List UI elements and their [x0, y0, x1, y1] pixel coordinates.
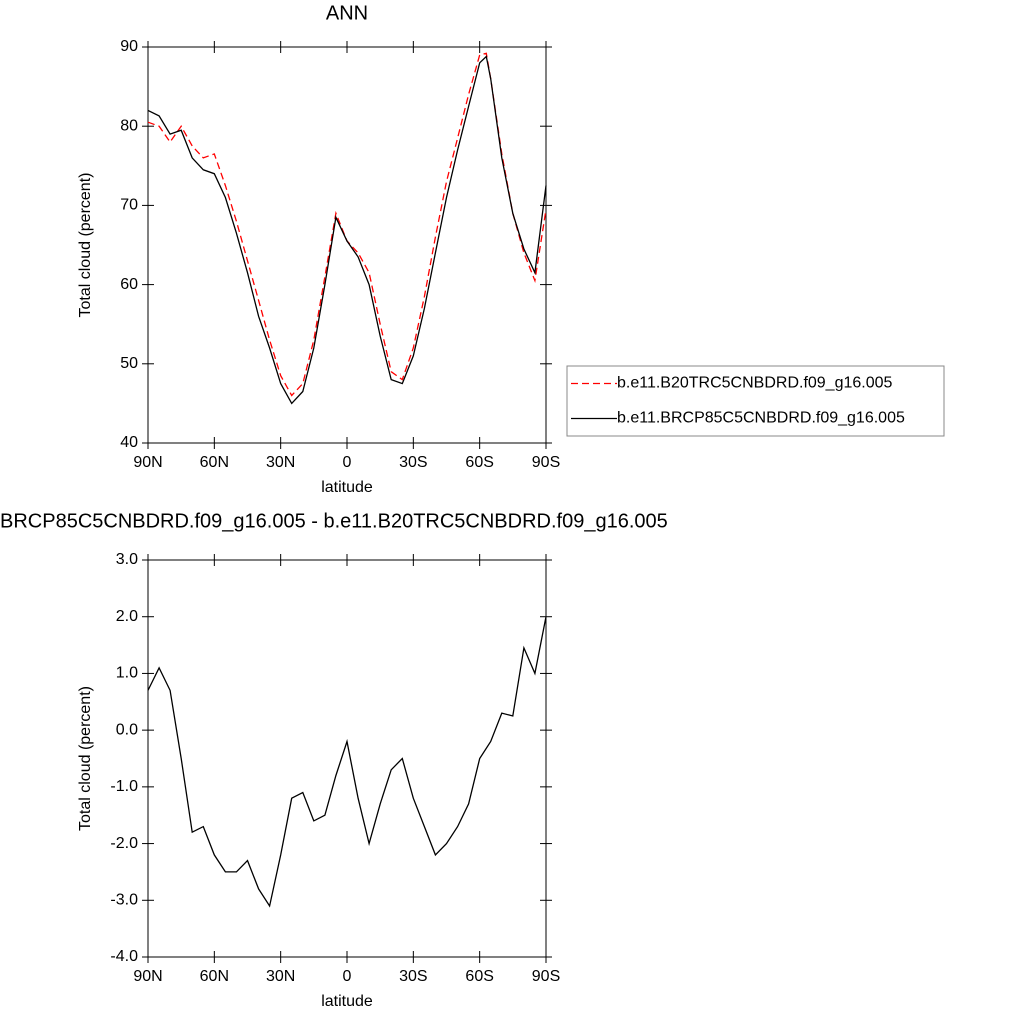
plot-frame — [147, 559, 547, 958]
y-tick-label: 80 — [120, 117, 138, 134]
x-tick-label: 0 — [343, 968, 352, 985]
x-tick-label: 0 — [343, 454, 352, 471]
x-axis-label: latitude — [321, 479, 373, 496]
legend-box — [566, 365, 945, 437]
y-tick-label: -2.0 — [110, 835, 138, 852]
x-tick-label: 90N — [133, 454, 162, 471]
x-axis-label: latitude — [321, 993, 373, 1010]
x-tick-label: 90S — [532, 454, 560, 471]
x-tick-label: 30S — [399, 454, 427, 471]
chart-title: BRCP85C5CNBDRD.f09_g16.005 - b.e11.B20TR… — [0, 510, 668, 532]
y-tick-label: 1.0 — [116, 665, 138, 682]
series-line — [147, 55, 547, 405]
x-tick-label: 60N — [200, 454, 229, 471]
chart-title: ANN — [326, 2, 368, 24]
y-tick-label: 90 — [120, 38, 138, 55]
y-tick-label: 3.0 — [116, 551, 138, 568]
y-tick-label: 2.0 — [116, 608, 138, 625]
y-tick-label: 40 — [120, 434, 138, 451]
x-tick-label: 30N — [266, 454, 295, 471]
y-tick-label: -1.0 — [110, 778, 138, 795]
series-line — [147, 52, 547, 397]
y-tick-label: -4.0 — [110, 948, 138, 965]
y-tick-label: 70 — [120, 197, 138, 214]
x-tick-label: 90S — [532, 968, 560, 985]
x-tick-label: 30N — [266, 968, 295, 985]
legend-label: b.e11.BRCP85C5CNBDRD.f09_g16.005 — [617, 410, 905, 427]
y-tick-label: 0.0 — [116, 721, 138, 738]
y-axis-label: Total cloud (percent) — [77, 173, 94, 318]
x-tick-label: 60S — [465, 968, 493, 985]
x-tick-label: 60S — [465, 454, 493, 471]
y-tick-label: -3.0 — [110, 892, 138, 909]
x-tick-label: 30S — [399, 968, 427, 985]
series-line — [147, 616, 547, 908]
y-axis-label: Total cloud (percent) — [77, 686, 94, 831]
legend-label: b.e11.B20TRC5CNBDRD.f09_g16.005 — [617, 375, 893, 392]
plot-frame — [147, 46, 547, 444]
x-tick-label: 60N — [200, 968, 229, 985]
y-tick-label: 50 — [120, 355, 138, 372]
x-tick-label: 90N — [133, 968, 162, 985]
y-tick-label: 60 — [120, 276, 138, 293]
